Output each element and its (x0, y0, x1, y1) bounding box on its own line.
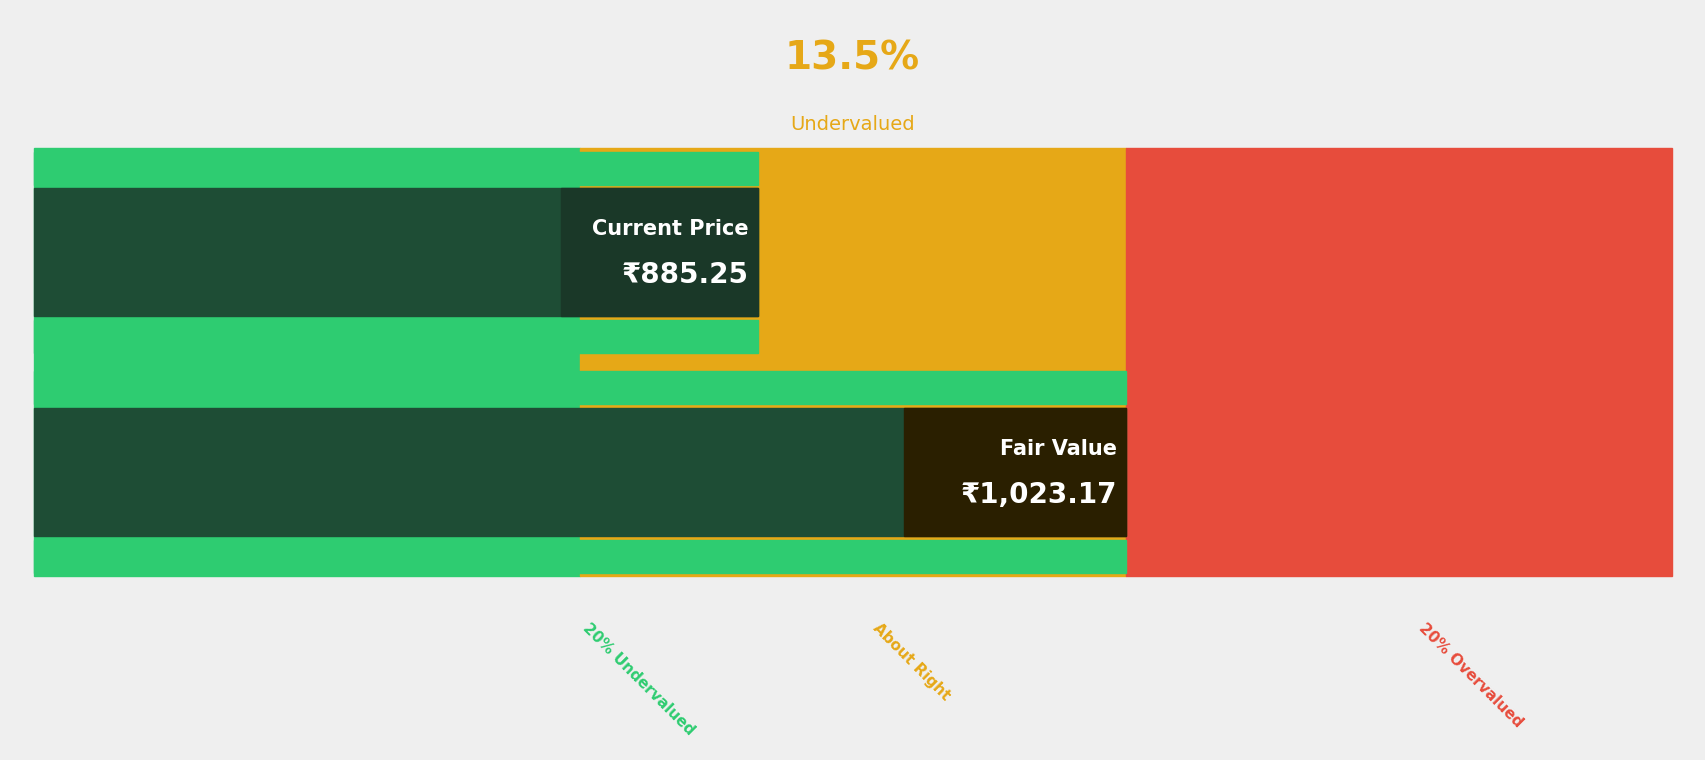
Bar (34, 188, 757, 316)
Bar (34, 540, 1125, 572)
Text: 20% Undervalued: 20% Undervalued (580, 620, 697, 738)
Text: Fair Value: Fair Value (999, 439, 1117, 459)
Text: About Right: About Right (870, 620, 951, 703)
Bar (34, 320, 757, 353)
Bar (580, 148, 1125, 576)
Bar (34, 408, 1125, 536)
Bar (34, 372, 1125, 404)
Text: ₹1,023.17: ₹1,023.17 (960, 481, 1117, 509)
Text: Undervalued: Undervalued (789, 115, 914, 134)
Bar (1125, 148, 1671, 576)
Bar (34, 148, 580, 576)
Bar (561, 188, 757, 316)
Bar (34, 152, 757, 185)
Bar (904, 408, 1125, 536)
Text: ₹885.25: ₹885.25 (622, 261, 748, 290)
Text: 20% Overvalued: 20% Overvalued (1415, 620, 1524, 730)
Text: Current Price: Current Price (592, 220, 748, 239)
Text: 13.5%: 13.5% (784, 40, 919, 78)
